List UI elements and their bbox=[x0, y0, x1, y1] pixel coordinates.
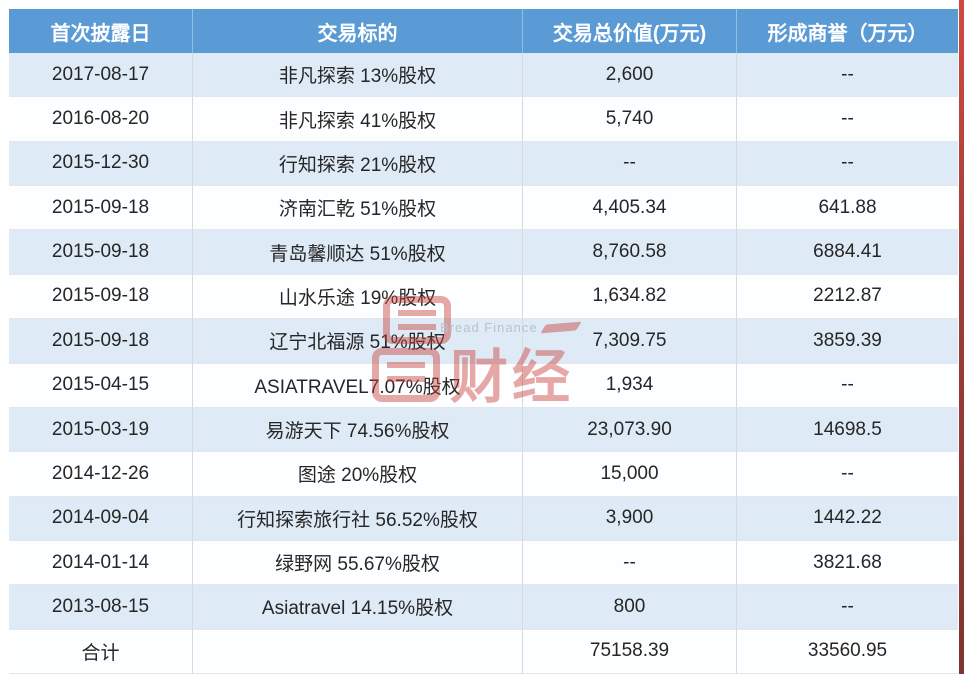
header-goodwill: 形成商誉（万元） bbox=[767, 22, 928, 45]
value-cell: 800 bbox=[523, 585, 737, 630]
value-cell: 5,740 bbox=[523, 97, 737, 142]
right-edge-red-strip bbox=[959, 0, 964, 674]
value-cell: 15,000 bbox=[523, 452, 737, 497]
table-row: 2015-04-15 ASIATRAVEL7.07%股权 1,934 -- bbox=[9, 363, 958, 408]
target-cell: 辽宁北福源 51%股权 bbox=[193, 319, 523, 364]
date-cell: 2015-09-18 bbox=[9, 230, 193, 275]
value-cell: 2,600 bbox=[523, 53, 737, 98]
value-cell: 23,073.90 bbox=[523, 407, 737, 453]
goodwill-cell: 14698.5 bbox=[737, 408, 958, 453]
goodwill-cell: -- bbox=[737, 364, 958, 408]
goodwill-cell: 1442.22 bbox=[737, 497, 958, 541]
goodwill-cell: -- bbox=[737, 585, 958, 630]
date-cell: 2013-08-15 bbox=[9, 585, 193, 630]
target-cell: 非凡探索 41%股权 bbox=[193, 97, 523, 142]
header-disclosure-date: 首次披露日 bbox=[9, 9, 193, 53]
date-cell: 2015-04-15 bbox=[9, 363, 193, 408]
table-row: 2014-09-04 行知探索旅行社 56.52%股权 3,900 1442.22 bbox=[9, 496, 958, 541]
goodwill-cell: 33560.95 bbox=[737, 630, 958, 674]
date-cell: 2014-09-04 bbox=[9, 496, 193, 541]
target-cell: 行知探索 21%股权 bbox=[193, 141, 523, 187]
date-cell: 2017-08-17 bbox=[9, 53, 193, 98]
target-cell: 易游天下 74.56%股权 bbox=[193, 407, 523, 453]
table-row: 2015-09-18 山水乐途 19%股权 1,634.82 2212.87 bbox=[9, 274, 958, 320]
goodwill-cell: 3821.68 bbox=[737, 541, 958, 586]
goodwill-cell: -- bbox=[737, 142, 958, 187]
target-cell bbox=[193, 629, 523, 674]
table-row: 2017-08-17 非凡探索 13%股权 2,600 -- bbox=[9, 53, 958, 98]
value-cell: 7,309.75 bbox=[523, 319, 737, 364]
date-cell: 合计 bbox=[9, 629, 193, 674]
target-cell: ASIATRAVEL7.07%股权 bbox=[193, 363, 523, 408]
target-cell: Asiatravel 14.15%股权 bbox=[193, 585, 523, 630]
value-cell: 4,405.34 bbox=[523, 186, 737, 231]
target-cell: 非凡探索 13%股权 bbox=[193, 53, 523, 98]
goodwill-cell: -- bbox=[737, 452, 958, 497]
date-cell: 2015-03-19 bbox=[9, 407, 193, 453]
value-cell: 1,634.82 bbox=[523, 274, 737, 320]
header-transaction-target: 交易标的 bbox=[193, 9, 523, 53]
value-cell: -- bbox=[523, 540, 737, 586]
table-row: 2014-12-26 图途 20%股权 15,000 -- bbox=[9, 452, 958, 497]
goodwill-cell: -- bbox=[737, 53, 958, 98]
goodwill-cell: -- bbox=[737, 97, 958, 142]
date-cell: 2015-09-18 bbox=[9, 186, 193, 231]
date-cell: 2014-12-26 bbox=[9, 452, 193, 497]
table-row: 2015-09-18 济南汇乾 51%股权 4,405.34 641.88 bbox=[9, 186, 958, 231]
date-cell: 2015-09-18 bbox=[9, 319, 193, 364]
table-row: 2015-09-18 青岛馨顺达 51%股权 8,760.58 6884.41 bbox=[9, 230, 958, 275]
target-cell: 图途 20%股权 bbox=[193, 452, 523, 497]
target-cell: 济南汇乾 51%股权 bbox=[193, 186, 523, 231]
target-cell: 行知探索旅行社 56.52%股权 bbox=[193, 496, 523, 541]
goodwill-cell: 2212.87 bbox=[737, 275, 958, 320]
value-cell: 3,900 bbox=[523, 496, 737, 541]
table-row: 2015-03-19 易游天下 74.56%股权 23,073.90 14698.5 bbox=[9, 407, 958, 453]
target-cell: 山水乐途 19%股权 bbox=[193, 274, 523, 320]
goodwill-cell: 6884.41 bbox=[737, 230, 958, 275]
acquisitions-table: 首次披露日 交易标的 交易总价值(万元) 形成商誉（万元） 2017-08-17… bbox=[9, 9, 958, 674]
target-cell: 绿野网 55.67%股权 bbox=[193, 540, 523, 586]
value-cell: 1,934 bbox=[523, 363, 737, 408]
table-body: 2017-08-17 非凡探索 13%股权 2,600 -- 2016-08-20 非凡探… bbox=[9, 53, 958, 674]
value-cell: 8,760.58 bbox=[523, 230, 737, 275]
date-cell: 2015-12-30 bbox=[9, 141, 193, 187]
goodwill-cell: 641.88 bbox=[737, 186, 958, 231]
table-row: 2014-01-14 绿野网 55.67%股权 -- 3821.68 bbox=[9, 540, 958, 586]
table-row: 2016-08-20 非凡探索 41%股权 5,740 -- bbox=[9, 97, 958, 142]
table-row: 2015-12-30 行知探索 21%股权 -- -- bbox=[9, 141, 958, 187]
date-cell: 2015-09-18 bbox=[9, 274, 193, 320]
date-cell: 2016-08-20 bbox=[9, 97, 193, 142]
target-cell: 青岛馨顺达 51%股权 bbox=[193, 230, 523, 275]
table-row: 2015-09-18 辽宁北福源 51%股权 7,309.75 3859.39 bbox=[9, 319, 958, 364]
value-cell: -- bbox=[523, 141, 737, 187]
table-header-row: 首次披露日 交易标的 交易总价值(万元) 形成商誉（万元） bbox=[9, 9, 958, 53]
table-total-row: 合计 75158.39 33560.95 bbox=[9, 629, 958, 674]
table-row: 2013-08-15 Asiatravel 14.15%股权 800 -- bbox=[9, 585, 958, 630]
date-cell: 2014-01-14 bbox=[9, 540, 193, 586]
goodwill-cell: 3859.39 bbox=[737, 319, 958, 364]
value-cell: 75158.39 bbox=[523, 629, 737, 674]
header-total-value: 交易总价值(万元) bbox=[523, 9, 737, 53]
